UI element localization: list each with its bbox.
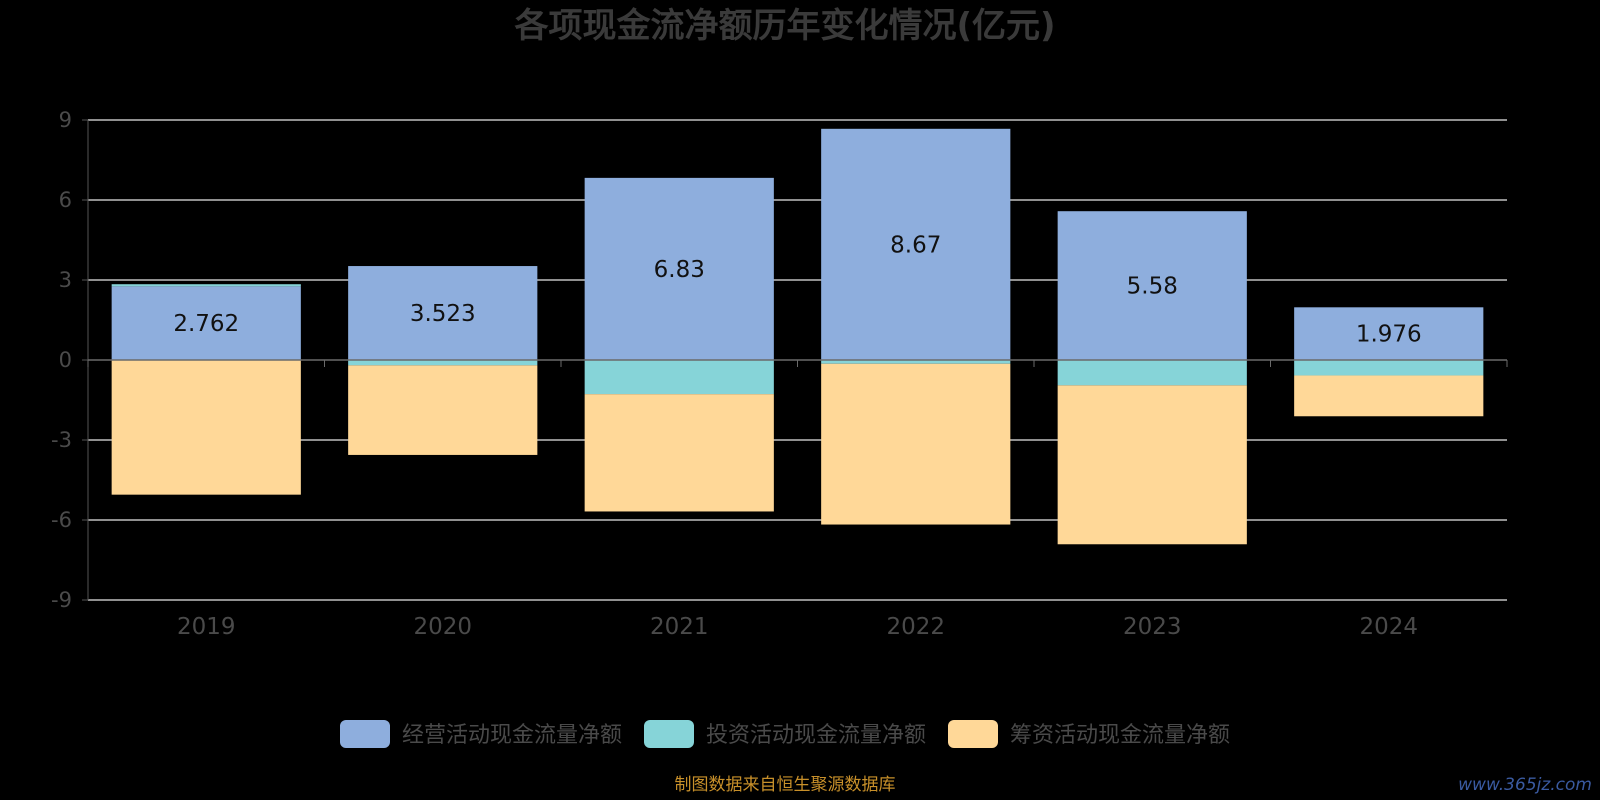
legend-swatch <box>644 720 694 748</box>
y-tick-label: -6 <box>51 508 72 532</box>
bar-segment-2021-2 <box>584 360 774 395</box>
bar-segment-2021-1 <box>584 177 774 360</box>
bars <box>111 128 1484 545</box>
y-tick-label: 0 <box>59 348 72 372</box>
legend-swatch <box>340 720 390 748</box>
x-tick-label: 2022 <box>886 614 945 640</box>
bar-segment-2019-2 <box>111 284 301 287</box>
x-tick-label: 2024 <box>1359 614 1418 640</box>
legend-swatch <box>948 720 998 748</box>
data-label: 8.67 <box>890 232 941 258</box>
bar-segment-2024-2 <box>1294 360 1484 376</box>
data-label: 1.976 <box>1356 322 1422 348</box>
bar-segment-2022-1 <box>821 128 1011 360</box>
bar-segment-2024-3 <box>1294 375 1484 417</box>
x-tick-label: 2019 <box>177 614 236 640</box>
y-tick-label: 9 <box>59 108 72 132</box>
data-label: 5.58 <box>1127 274 1178 300</box>
bar-segment-2023-3 <box>1057 385 1247 545</box>
y-tick-label: -9 <box>51 588 72 612</box>
y-tick-label: 3 <box>59 268 72 292</box>
bar-segment-2022-2 <box>821 360 1011 364</box>
data-labels: 2.762 3.523 6.83 8.67 5.58 1.976 <box>173 232 1421 347</box>
data-label: 3.523 <box>410 301 476 327</box>
data-label: 2.762 <box>173 311 239 337</box>
bar-segment-2023-1 <box>1057 211 1247 360</box>
bar-segment-2020-1 <box>348 266 538 360</box>
chart-title: 各项现金流净额历年变化情况(亿元) <box>514 6 1055 46</box>
legend-label: 经营活动现金流量净额 <box>402 723 622 748</box>
bar-segment-2020-3 <box>348 365 538 455</box>
x-tick-label: 2020 <box>413 614 472 640</box>
bar-segment-2019-3 <box>111 360 301 495</box>
x-tick-label: 2021 <box>650 614 709 640</box>
bar-segment-2023-2 <box>1057 360 1247 386</box>
axes: 9 6 3 0 -3 -6 -9 2019 2020 2021 2022 2023 2024 <box>51 108 1508 640</box>
x-tick-label: 2023 <box>1123 614 1182 640</box>
watermark: www.365jz.com <box>1458 775 1592 795</box>
data-label: 6.83 <box>654 257 705 283</box>
bar-segment-2020-2 <box>348 360 538 366</box>
legend-label: 投资活动现金流量净额 <box>706 723 926 748</box>
legend: 经营活动现金流量净额 投资活动现金流量净额 筹资活动现金流量净额 <box>340 720 1230 748</box>
bar-segment-2021-3 <box>584 394 774 512</box>
grid-lines <box>88 119 1507 601</box>
bar-segment-2024-1 <box>1294 307 1484 360</box>
source-note: 制图数据来自恒生聚源数据库 <box>675 775 896 795</box>
bar-segment-2019-1 <box>111 286 301 360</box>
y-tick-label: 6 <box>59 188 72 212</box>
bar-segment-2022-3 <box>821 363 1011 525</box>
legend-label: 筹资活动现金流量净额 <box>1010 723 1230 748</box>
y-tick-label: -3 <box>51 428 72 452</box>
